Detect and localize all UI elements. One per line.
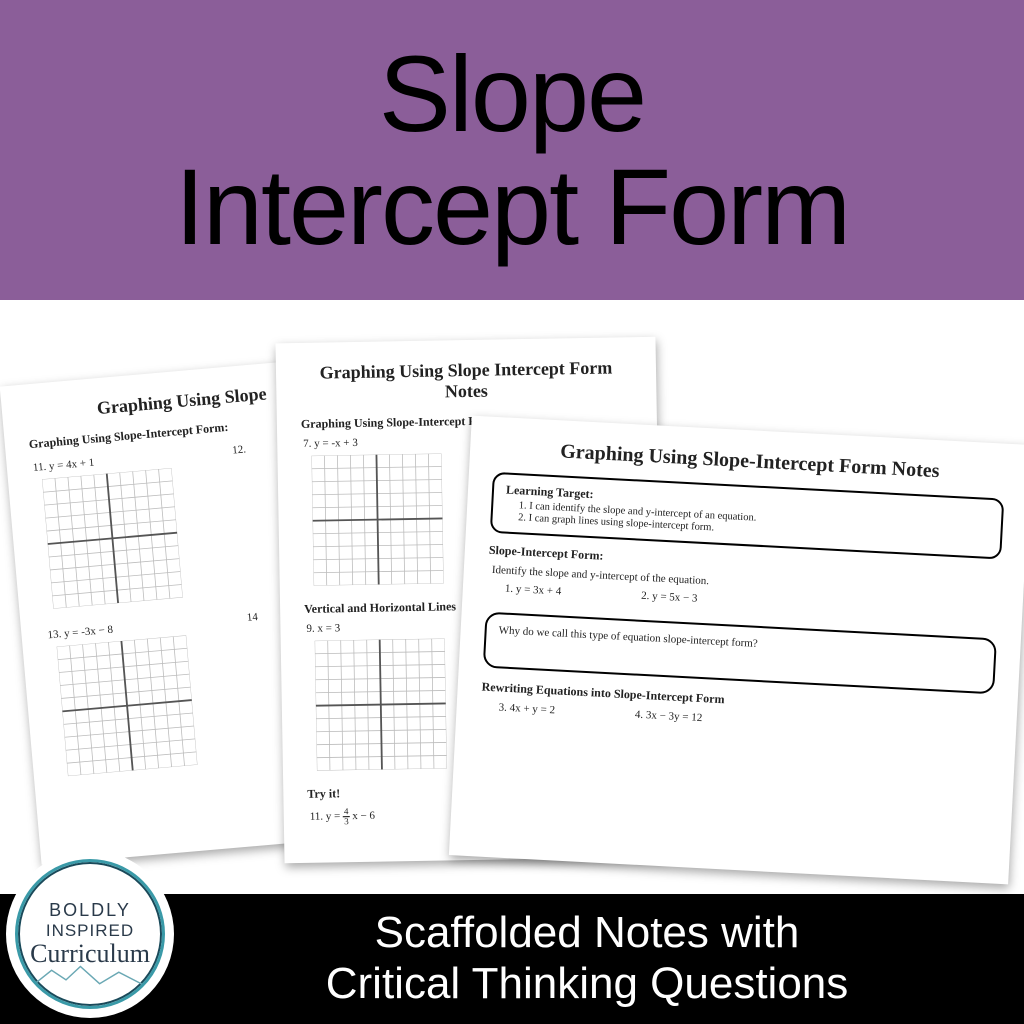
page3-eq2: 2. y = 5x − 3 [641,590,698,605]
page3-eq1: 1. y = 3x + 4 [505,583,562,598]
page1-eq14: 14 [246,611,258,624]
worksheet-preview-area: Graphing Using Slope Graphing Using Slop… [0,300,1024,894]
graph-grid [42,468,183,609]
footer-line-2: Critical Thinking Questions [326,959,849,1008]
title-line-2: Intercept Form [175,146,849,267]
eq-text: 11. y = [310,810,344,823]
logo-line-2: INSPIRED [46,921,134,941]
eq-text: x − 6 [349,810,375,822]
worksheet-page-3: Graphing Using Slope-Intercept Form Note… [449,416,1024,885]
page3-eq3: 3. 4x + y = 2 [498,701,555,716]
page3-eq4: 4. 3x − 3y = 12 [635,709,703,725]
graph-grid [57,635,198,776]
question-box: Why do we call this type of equation slo… [483,612,997,695]
logo-line-1: BOLDLY [49,900,131,921]
graph-grid [315,638,447,770]
title-line-1: Slope [379,33,645,154]
logo-circle: BOLDLY INSPIRED Curriculum [15,859,165,1009]
main-title: Slope Intercept Form [175,37,849,264]
graph-grid [311,453,443,585]
page2-title: Graphing Using Slope Intercept Form Note… [300,357,633,405]
footer-line-1: Scaffolded Notes with [375,908,800,957]
page1-eq12: 12. [232,443,247,456]
question-text: Why do we call this type of equation slo… [498,624,758,650]
header-banner: Slope Intercept Form [0,0,1024,300]
mountain-icon [18,962,162,992]
brand-logo: BOLDLY INSPIRED Curriculum [6,850,174,1018]
